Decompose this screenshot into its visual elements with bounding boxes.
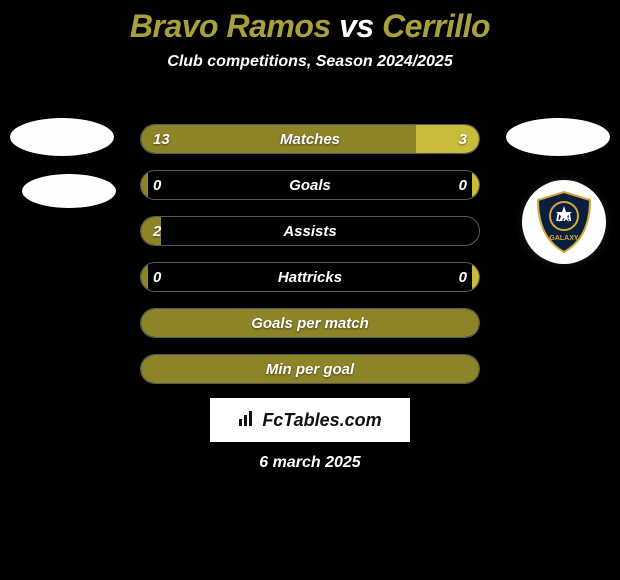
stat-label: Min per goal [141, 355, 479, 383]
stat-row-min-per-goal: Min per goal [140, 354, 480, 384]
stat-label: Assists [141, 217, 479, 245]
fctables-logo: FcTables.com [210, 398, 410, 442]
date-text: 6 march 2025 [0, 454, 620, 472]
comparison-title: Bravo Ramos vs Cerrillo [0, 0, 620, 45]
stat-row-matches: 133Matches [140, 124, 480, 154]
fctables-text: FcTables.com [262, 410, 381, 431]
stat-bars-container: 133Matches 00Goals 2Assists 00Hattricks Goal… [140, 124, 480, 400]
stat-label: Hattricks [141, 263, 479, 291]
stat-label: Matches [141, 125, 479, 153]
player1-name: Bravo Ramos [130, 8, 331, 44]
stat-row-hattricks: 00Hattricks [140, 262, 480, 292]
stat-label: Goals per match [141, 309, 479, 337]
stat-row-goals-per-match: Goals per match [140, 308, 480, 338]
player1-badge-1 [10, 118, 114, 156]
svg-text:LA: LA [556, 210, 572, 224]
stat-row-goals: 00Goals [140, 170, 480, 200]
stat-label: Goals [141, 171, 479, 199]
player1-badge-2 [22, 174, 116, 208]
la-galaxy-shield-icon: LA GALAXY [532, 190, 596, 254]
chart-icon [238, 409, 256, 432]
stat-row-assists: 2Assists [140, 216, 480, 246]
player2-badge-1 [506, 118, 610, 156]
vs-text: vs [339, 8, 374, 44]
club-logo: LA GALAXY [522, 180, 606, 264]
subtitle: Club competitions, Season 2024/2025 [0, 53, 620, 71]
svg-text:GALAXY: GALAXY [549, 235, 579, 242]
player2-name: Cerrillo [382, 8, 490, 44]
